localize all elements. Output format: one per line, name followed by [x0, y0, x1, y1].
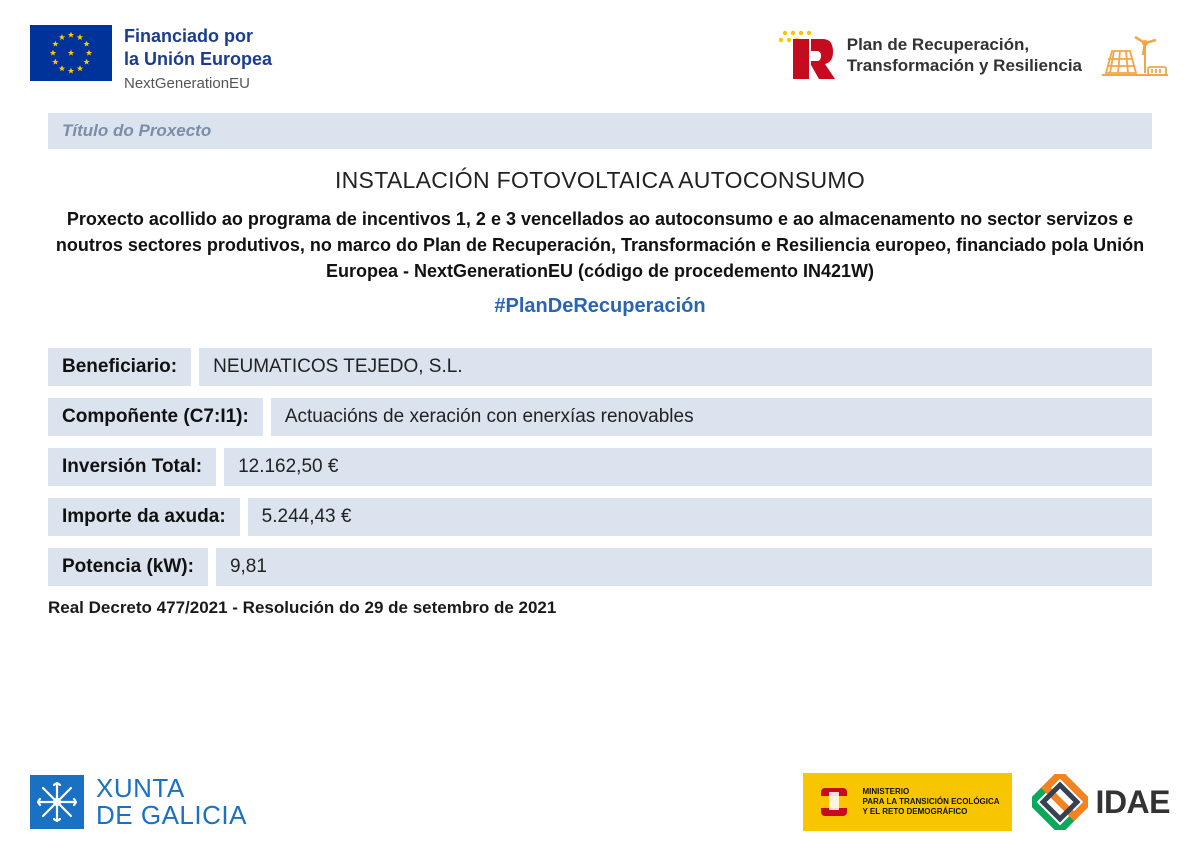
title-label: Título do Proxecto: [48, 113, 1152, 149]
field-beneficiario: Beneficiario: NEUMATICOS TEJEDO, S.L.: [48, 348, 1152, 386]
prtr-icon: [775, 27, 835, 83]
field-value: 12.162,50 €: [224, 448, 1152, 486]
xunta-text: XUNTA DE GALICIA: [96, 775, 247, 830]
xunta-line2: DE GALICIA: [96, 802, 247, 829]
footer: XUNTA DE GALICIA MINISTERIO PARA LA TRAN…: [30, 773, 1170, 831]
prtr-line2: Transformación y Resiliencia: [847, 55, 1082, 76]
field-value: 9,81: [216, 548, 1152, 586]
decree-text: Real Decreto 477/2021 - Resolución do 29…: [48, 598, 1152, 618]
project-title: INSTALACIÓN FOTOVOLTAICA AUTOCONSUMO: [30, 167, 1170, 194]
field-inversion: Inversión Total: 12.162,50 €: [48, 448, 1152, 486]
field-label: Importe da axuda:: [48, 498, 240, 536]
field-potencia: Potencia (kW): 9,81: [48, 548, 1152, 586]
prtr-line1: Plan de Recuperación,: [847, 34, 1082, 55]
renewable-energy-icon: [1100, 25, 1170, 85]
field-label: Beneficiario:: [48, 348, 191, 386]
hashtag: #PlanDeRecuperación: [30, 295, 1170, 318]
fields-container: Beneficiario: NEUMATICOS TEJEDO, S.L. Co…: [48, 348, 1152, 586]
field-label: Potencia (kW):: [48, 548, 208, 586]
field-componente: Compoñente (C7:I1): Actuacións de xeraci…: [48, 398, 1152, 436]
xunta-line1: XUNTA: [96, 775, 247, 802]
field-importe: Importe da axuda: 5.244,43 €: [48, 498, 1152, 536]
xunta-icon: [30, 775, 84, 829]
prtr-logo: Plan de Recuperación, Transformación y R…: [775, 27, 1082, 83]
eu-funding-logo: Financiado por la Unión Europea NextGene…: [30, 25, 272, 93]
spain-coat-icon: [815, 782, 853, 822]
xunta-logo: XUNTA DE GALICIA: [30, 775, 247, 830]
field-value: NEUMATICOS TEJEDO, S.L.: [199, 348, 1152, 386]
ministerio-line1: MINISTERIO: [863, 787, 1000, 797]
project-description: Proxecto acollido ao programa de incenti…: [50, 206, 1150, 284]
idae-logo: IDAE: [1032, 774, 1170, 830]
header: Financiado por la Unión Europea NextGene…: [30, 25, 1170, 93]
eu-line1: Financiado por: [124, 25, 272, 48]
eu-flag-icon: [30, 25, 112, 81]
field-value: 5.244,43 €: [248, 498, 1152, 536]
ministerio-logo: MINISTERIO PARA LA TRANSICIÓN ECOLÓGICA …: [803, 773, 1012, 831]
field-value: Actuacións de xeración con enerxías reno…: [271, 398, 1152, 436]
eu-line3: NextGenerationEU: [124, 74, 272, 94]
eu-funding-text: Financiado por la Unión Europea NextGene…: [124, 25, 272, 93]
header-right: Plan de Recuperación, Transformación y R…: [775, 25, 1170, 85]
field-label: Inversión Total:: [48, 448, 216, 486]
ministerio-line2: PARA LA TRANSICIÓN ECOLÓGICA: [863, 797, 1000, 807]
prtr-text: Plan de Recuperación, Transformación y R…: [847, 34, 1082, 77]
eu-line2: la Unión Europea: [124, 48, 272, 71]
ministerio-text: MINISTERIO PARA LA TRANSICIÓN ECOLÓGICA …: [863, 787, 1000, 817]
footer-right: MINISTERIO PARA LA TRANSICIÓN ECOLÓGICA …: [803, 773, 1171, 831]
field-label: Compoñente (C7:I1):: [48, 398, 263, 436]
idae-text: IDAE: [1096, 784, 1170, 821]
idae-icon: [1032, 774, 1088, 830]
ministerio-line3: Y EL RETO DEMOGRÁFICO: [863, 807, 1000, 817]
